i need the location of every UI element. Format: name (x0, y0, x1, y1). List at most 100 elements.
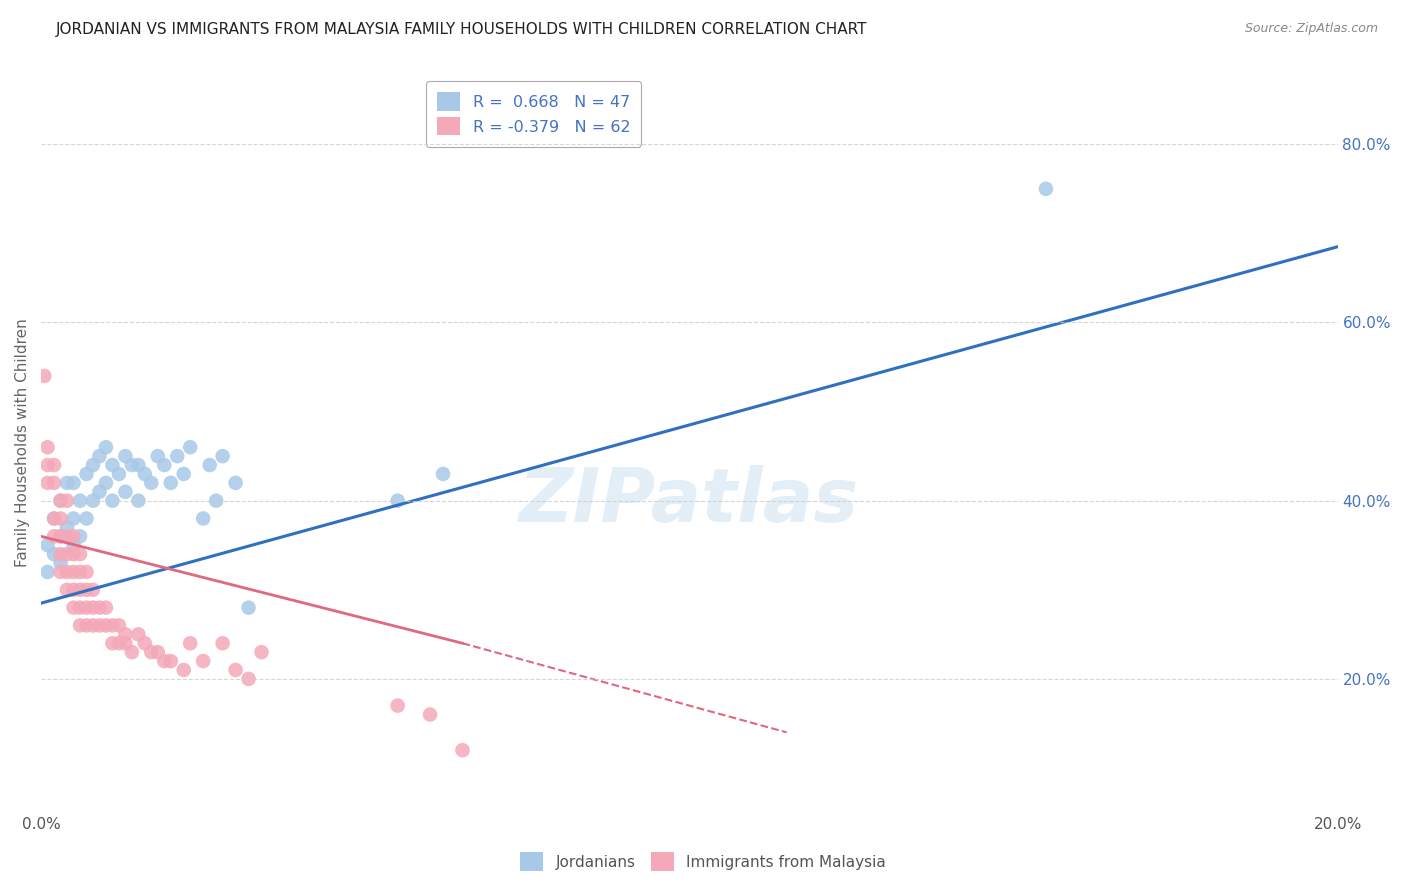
Point (153, 458, 176, 472)
Point (76, 565, 98, 579)
Point (114, 636, 136, 650)
Point (49, 565, 72, 579)
Point (159, 475, 181, 490)
Point (42, 529, 65, 543)
Point (56, 565, 79, 579)
Point (134, 636, 156, 650)
Point (432, 467, 454, 481)
Point (146, 449, 169, 463)
Point (37, 565, 59, 579)
Point (173, 467, 195, 481)
Point (146, 645, 169, 659)
Point (69, 565, 91, 579)
Point (159, 654, 181, 668)
Point (238, 600, 260, 615)
Point (211, 636, 233, 650)
Point (37, 440, 59, 454)
Point (56, 547, 79, 561)
Point (141, 645, 163, 659)
Point (56, 475, 79, 490)
Point (37, 458, 59, 472)
Point (69, 582, 91, 597)
Point (121, 458, 143, 472)
Point (108, 636, 131, 650)
Point (179, 636, 201, 650)
Point (121, 645, 143, 659)
Point (179, 440, 201, 454)
Point (451, 743, 474, 757)
Point (238, 672, 260, 686)
Point (108, 467, 131, 481)
Point (153, 654, 176, 668)
Point (82, 600, 104, 615)
Point (89, 449, 111, 463)
Point (82, 618, 104, 632)
Point (114, 484, 136, 499)
Point (114, 449, 136, 463)
Point (69, 493, 91, 508)
Point (82, 582, 104, 597)
Point (76, 511, 98, 525)
Point (49, 547, 72, 561)
Point (94, 440, 117, 454)
Point (42, 547, 65, 561)
Point (62, 475, 84, 490)
Point (56, 520, 79, 534)
Point (42, 475, 65, 490)
Point (69, 547, 91, 561)
Point (250, 645, 273, 659)
Point (193, 654, 215, 668)
Point (76, 467, 98, 481)
Point (94, 600, 117, 615)
Point (62, 529, 84, 543)
Point (56, 529, 79, 543)
Point (69, 529, 91, 543)
Point (62, 565, 84, 579)
Legend: Jordanians, Immigrants from Malaysia: Jordanians, Immigrants from Malaysia (515, 847, 891, 877)
Point (42, 511, 65, 525)
Point (127, 627, 149, 641)
Point (127, 458, 149, 472)
Point (173, 663, 195, 677)
Point (49, 529, 72, 543)
Point (108, 618, 131, 632)
Point (387, 698, 409, 713)
Point (76, 582, 98, 597)
Point (419, 707, 441, 722)
Point (42, 511, 65, 525)
Point (49, 529, 72, 543)
Point (101, 458, 124, 472)
Point (387, 493, 409, 508)
Point (69, 600, 91, 615)
Point (49, 493, 72, 508)
Point (101, 493, 124, 508)
Point (62, 511, 84, 525)
Text: Source: ZipAtlas.com: Source: ZipAtlas.com (1244, 22, 1378, 36)
Point (101, 618, 124, 632)
Point (1035, 182, 1057, 196)
Point (49, 493, 72, 508)
Point (193, 511, 215, 525)
Point (101, 636, 124, 650)
Point (62, 547, 84, 561)
Point (62, 538, 84, 552)
Point (82, 493, 104, 508)
Point (198, 458, 221, 472)
Point (76, 618, 98, 632)
Point (69, 618, 91, 632)
Point (49, 511, 72, 525)
Point (141, 475, 163, 490)
Point (127, 493, 149, 508)
Point (37, 538, 59, 552)
Point (82, 458, 104, 472)
Point (94, 618, 117, 632)
Point (76, 600, 98, 615)
Point (56, 582, 79, 597)
Point (225, 663, 247, 677)
Point (211, 449, 233, 463)
Point (62, 582, 84, 597)
Point (34, 368, 56, 383)
Point (166, 449, 188, 463)
Y-axis label: Family Households with Children: Family Households with Children (15, 318, 30, 567)
Point (62, 600, 84, 615)
